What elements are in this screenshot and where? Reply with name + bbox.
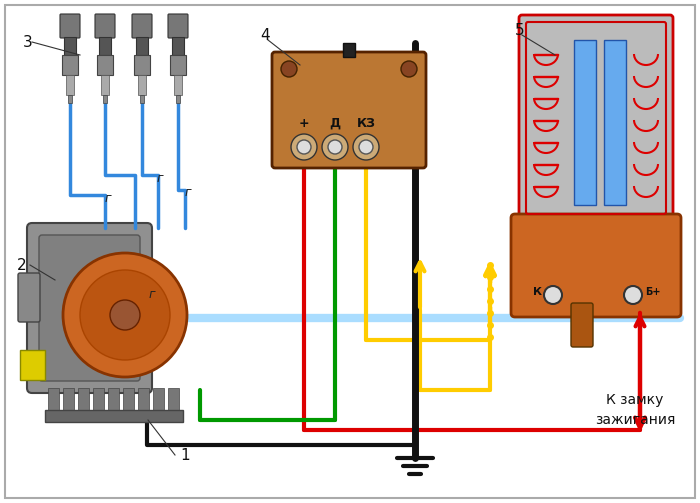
Bar: [534, 54, 558, 55]
Text: г: г: [185, 187, 191, 200]
Text: 1: 1: [180, 448, 190, 462]
Bar: [136, 37, 148, 55]
FancyBboxPatch shape: [134, 55, 150, 75]
Bar: [101, 75, 109, 95]
Text: зажигания: зажигания: [595, 413, 676, 427]
Text: К замку: К замку: [606, 393, 664, 407]
Text: 3: 3: [23, 35, 33, 49]
Bar: [63, 388, 74, 410]
Circle shape: [80, 270, 170, 360]
Bar: [68, 95, 72, 103]
Bar: [93, 388, 104, 410]
Text: г: г: [157, 172, 163, 185]
Bar: [534, 186, 558, 187]
Circle shape: [353, 134, 379, 160]
Text: 2: 2: [18, 258, 27, 273]
Bar: [534, 76, 558, 77]
Bar: [20, 350, 45, 380]
Bar: [99, 37, 111, 55]
Bar: [574, 40, 596, 205]
Bar: [123, 388, 134, 410]
Circle shape: [328, 140, 342, 154]
FancyBboxPatch shape: [95, 14, 115, 38]
Circle shape: [110, 300, 140, 330]
FancyBboxPatch shape: [170, 55, 186, 75]
Circle shape: [624, 286, 642, 304]
FancyBboxPatch shape: [272, 52, 426, 168]
Text: К: К: [533, 287, 542, 297]
Bar: [66, 75, 74, 95]
Text: г: г: [148, 289, 155, 301]
Circle shape: [359, 140, 373, 154]
Bar: [64, 37, 76, 55]
FancyBboxPatch shape: [511, 214, 681, 317]
Text: Б+: Б+: [645, 287, 661, 297]
FancyBboxPatch shape: [571, 303, 593, 347]
Bar: [45, 410, 183, 422]
Bar: [153, 388, 164, 410]
Circle shape: [322, 134, 348, 160]
Circle shape: [401, 61, 417, 77]
Bar: [138, 75, 146, 95]
FancyBboxPatch shape: [27, 223, 152, 393]
FancyBboxPatch shape: [39, 235, 140, 381]
Text: КЗ: КЗ: [356, 117, 375, 129]
Bar: [534, 98, 558, 99]
Text: +: +: [299, 117, 309, 129]
Bar: [172, 37, 184, 55]
Circle shape: [297, 140, 311, 154]
Bar: [140, 95, 144, 103]
FancyBboxPatch shape: [62, 55, 78, 75]
Bar: [343, 43, 355, 57]
Bar: [168, 388, 179, 410]
Text: г: г: [105, 192, 111, 205]
FancyBboxPatch shape: [60, 14, 80, 38]
Bar: [534, 142, 558, 143]
Text: 4: 4: [260, 28, 270, 42]
Bar: [534, 164, 558, 165]
Circle shape: [63, 253, 187, 377]
Bar: [78, 388, 89, 410]
Bar: [48, 388, 59, 410]
Text: 5: 5: [515, 23, 525, 38]
FancyBboxPatch shape: [132, 14, 152, 38]
Bar: [604, 40, 626, 205]
Circle shape: [281, 61, 297, 77]
Circle shape: [544, 286, 562, 304]
FancyBboxPatch shape: [519, 15, 673, 221]
Circle shape: [291, 134, 317, 160]
FancyBboxPatch shape: [97, 55, 113, 75]
Bar: [174, 75, 182, 95]
Bar: [534, 120, 558, 121]
Text: Д: Д: [330, 117, 341, 129]
Bar: [108, 388, 119, 410]
Bar: [103, 95, 107, 103]
Bar: [138, 388, 149, 410]
FancyBboxPatch shape: [18, 273, 40, 322]
Bar: [176, 95, 180, 103]
FancyBboxPatch shape: [168, 14, 188, 38]
